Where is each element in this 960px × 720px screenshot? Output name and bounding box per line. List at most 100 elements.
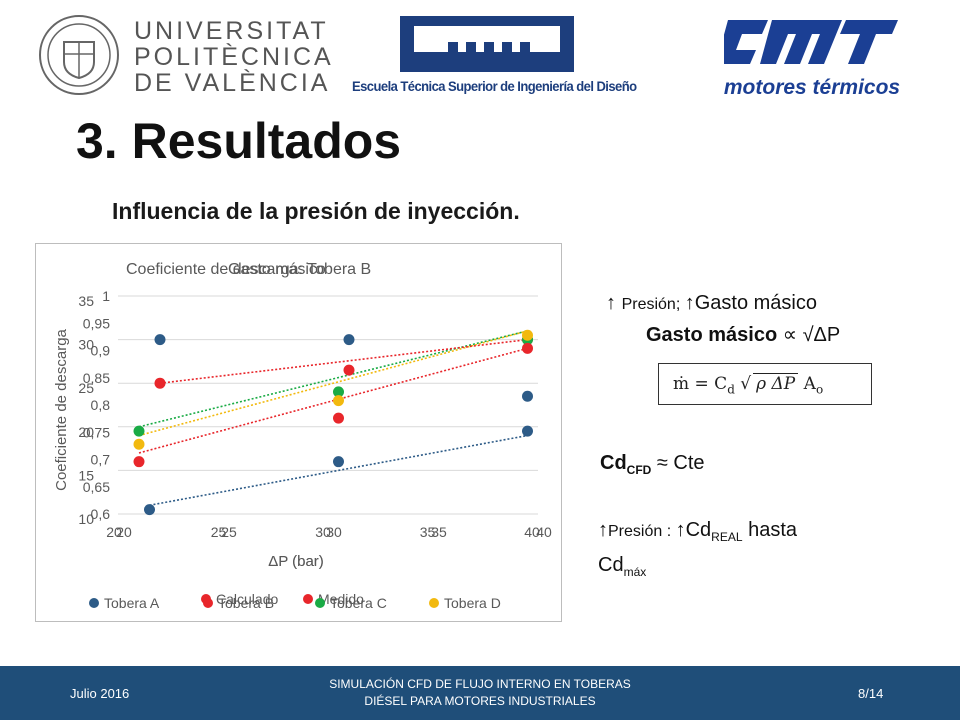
slide-title: 3. Resultados [76, 113, 402, 169]
up-arrow-icon-2: ↑ [684, 292, 695, 314]
etsid-logo: Escuela Técnica Superior de Ingeniería d… [352, 16, 637, 100]
y-tick-cd: 0,85 [83, 370, 110, 386]
cd-sub-cfd: CFD [626, 463, 652, 477]
x-tick-lower: 40 [524, 524, 540, 540]
x-tick-lower: 35 [420, 524, 436, 540]
legend-label: Tobera D [444, 595, 501, 611]
data-point [333, 395, 344, 407]
chart-svg: Coeficiente de descarga: Tobera B Gasto … [53, 261, 552, 611]
up-arrow-icon-3: ↑ [598, 519, 608, 541]
data-point [144, 504, 155, 516]
data-point [133, 425, 145, 437]
up-arrow-icon-4: ↑ [675, 519, 686, 541]
formula-sub-d: d [727, 382, 735, 397]
data-point [343, 364, 355, 376]
data-point [333, 456, 344, 468]
legend-label: Medido [318, 591, 364, 607]
data-point [333, 386, 344, 398]
data-point [522, 329, 533, 341]
up-arrow-icon: ↑ [606, 292, 616, 314]
x-tick-lower: 30 [315, 524, 331, 540]
cd-sub-real: REAL [711, 530, 743, 544]
y-tick-mass: 30 [78, 337, 94, 353]
data-point [133, 438, 145, 450]
data-point [154, 334, 166, 346]
footer-title-line-1: SIMULACIÓN CFD DE FLUJO INTERNO EN TOBER… [329, 677, 631, 691]
slide-subtitle: Influencia de la presión de inyección. [112, 198, 520, 224]
mass-flow-label: Gasto másico [694, 292, 817, 314]
data-point [343, 334, 355, 346]
cd-sub-max: máx [623, 565, 647, 579]
data-point [133, 456, 145, 468]
legend-label: Tobera C [330, 595, 387, 611]
y-axis-title: Coeficiente de descarga [53, 328, 70, 490]
x-tick-upper: 40 [536, 524, 552, 540]
data-point [522, 342, 533, 354]
y-tick-cd: 1 [102, 288, 110, 304]
y-tick-mass: 15 [78, 467, 94, 483]
upv-line-1: UNIVERSITAT [134, 17, 329, 45]
pressure-label-2: Presión : [608, 523, 676, 540]
chart: Coeficiente de descarga: Tobera B Gasto … [35, 243, 562, 622]
cmt-logo: motores térmicos [714, 14, 910, 99]
formula-right: A [803, 374, 816, 394]
y-tick-cd: 0,8 [91, 397, 111, 413]
cd-label: Cd [600, 452, 627, 474]
chart-overlay-title: Gasto másico [228, 261, 326, 278]
legend-marker [89, 598, 99, 608]
x-tick-upper: 25 [221, 524, 237, 540]
y-tick-mass: 10 [78, 511, 94, 527]
legend-label: Tobera A [104, 595, 160, 611]
sqrt-icon: √ [740, 374, 752, 394]
y-tick-cd: 0,9 [91, 343, 111, 359]
upv-logo: UNIVERSITAT POLITÈCNICA DE VALÈNCIA [38, 14, 331, 96]
y-tick-mass: 20 [78, 424, 94, 440]
hasta-text: hasta [742, 519, 798, 541]
proportional-sqrt-dp: ∝ √ΔP [777, 324, 841, 346]
cmt-mark-icon [724, 20, 898, 64]
x-tick-upper: 20 [116, 524, 132, 540]
cd-approx-constant: ≈ Cte [651, 452, 705, 474]
upv-seal-icon [39, 15, 119, 95]
y-tick-cd: 0,65 [83, 479, 110, 495]
legend-label: Tobera B [218, 595, 274, 611]
x-tick-upper: 35 [431, 524, 447, 540]
data-point [522, 425, 533, 437]
footer-date: Julio 2016 [70, 686, 130, 701]
data-point [154, 377, 166, 389]
y-tick-cd: 0,6 [91, 506, 111, 522]
x-tick-lower: 25 [211, 524, 227, 540]
cd-cfd-statement: CdCFD ≈ Cte [600, 452, 705, 477]
pressure-cd-statement: ↑Presión : ↑CdREAL hasta Cdmáx [598, 516, 797, 586]
footer-title: SIMULACIÓN CFD DE FLUJO INTERNO EN TOBER… [280, 676, 680, 710]
y-tick-mass: 25 [78, 380, 94, 396]
mass-flow-bold: Gasto másico [646, 324, 778, 346]
legend-marker [203, 598, 213, 608]
cd-max-label: Cd [598, 554, 624, 576]
cd-real-label: Cd [685, 519, 712, 541]
x-axis-title: ΔP (bar) [268, 553, 324, 570]
y-tick-cd: 0,7 [91, 452, 111, 468]
pressure-label: Presión; [621, 296, 685, 313]
formula-left: ṁ = C [673, 374, 728, 394]
x-tick-lower: 20 [106, 524, 122, 540]
data-point [522, 390, 533, 402]
x-tick-upper: 30 [326, 524, 342, 540]
etsid-text: Escuela Técnica Superior de Ingeniería d… [352, 78, 637, 94]
legend-marker [315, 598, 325, 608]
y-tick-cd: 0,75 [83, 424, 110, 440]
mass-flow-formula: ṁ = Cd √ ρ ΔP Ao [658, 363, 872, 405]
mass-proportional-statement: Gasto másico ∝ √ΔP [646, 322, 840, 347]
legend-label: Calculado [216, 591, 278, 607]
cmt-text: motores térmicos [723, 76, 901, 99]
y-tick-mass: 35 [78, 293, 94, 309]
trendline [138, 330, 528, 437]
y-tick-cd: 0,95 [83, 315, 110, 331]
legend-marker [429, 598, 439, 608]
upv-line-3: DE VALÈNCIA [134, 69, 331, 97]
formula-root: ρ ΔP [753, 373, 799, 394]
footer: Julio 2016 SIMULACIÓN CFD DE FLUJO INTER… [0, 666, 960, 720]
footer-page-number: 8/14 [858, 686, 884, 701]
formula-sub-o: o [815, 382, 824, 397]
pressure-mass-statement: ↑ Presión; ↑Gasto másico [606, 292, 817, 315]
